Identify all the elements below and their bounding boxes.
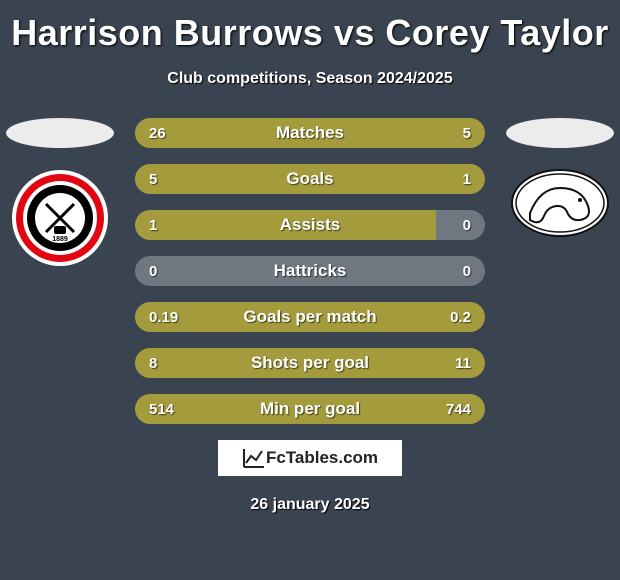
subtitle: Club competitions, Season 2024/2025 bbox=[0, 70, 620, 88]
chart-icon bbox=[242, 447, 266, 469]
stat-label: Shots per goal bbox=[135, 353, 485, 373]
right-player-photo-placeholder bbox=[506, 118, 614, 148]
page-title: Harrison Burrows vs Corey Taylor bbox=[0, 0, 620, 54]
stat-row: 00Hattricks bbox=[135, 256, 485, 286]
svg-text:1889: 1889 bbox=[52, 236, 68, 243]
stat-label: Goals per match bbox=[135, 307, 485, 327]
stat-row: 811Shots per goal bbox=[135, 348, 485, 378]
left-player-column: 1889 bbox=[0, 118, 120, 273]
right-club-crest bbox=[510, 168, 610, 243]
stat-label: Goals bbox=[135, 169, 485, 189]
stat-row: 0.190.2Goals per match bbox=[135, 302, 485, 332]
stat-row: 51Goals bbox=[135, 164, 485, 194]
stat-label: Hattricks bbox=[135, 261, 485, 281]
stat-row: 265Matches bbox=[135, 118, 485, 148]
fctables-logo: FcTables.com bbox=[218, 440, 402, 476]
stat-label: Matches bbox=[135, 123, 485, 143]
stat-label: Assists bbox=[135, 215, 485, 235]
date-text: 26 january 2025 bbox=[0, 496, 620, 514]
left-club-crest: 1889 bbox=[10, 168, 110, 273]
stat-row: 514744Min per goal bbox=[135, 394, 485, 424]
left-player-photo-placeholder bbox=[6, 118, 114, 148]
stat-label: Min per goal bbox=[135, 399, 485, 419]
fctables-logo-text: FcTables.com bbox=[266, 448, 378, 468]
stat-row: 10Assists bbox=[135, 210, 485, 240]
right-player-column bbox=[500, 118, 620, 243]
stats-table: 265Matches 51Goals 10Assists 00Hattricks 0.1… bbox=[135, 118, 485, 424]
comparison-content: 1889 265Matches 51Goals 10Assists 00Hattric… bbox=[0, 118, 620, 424]
